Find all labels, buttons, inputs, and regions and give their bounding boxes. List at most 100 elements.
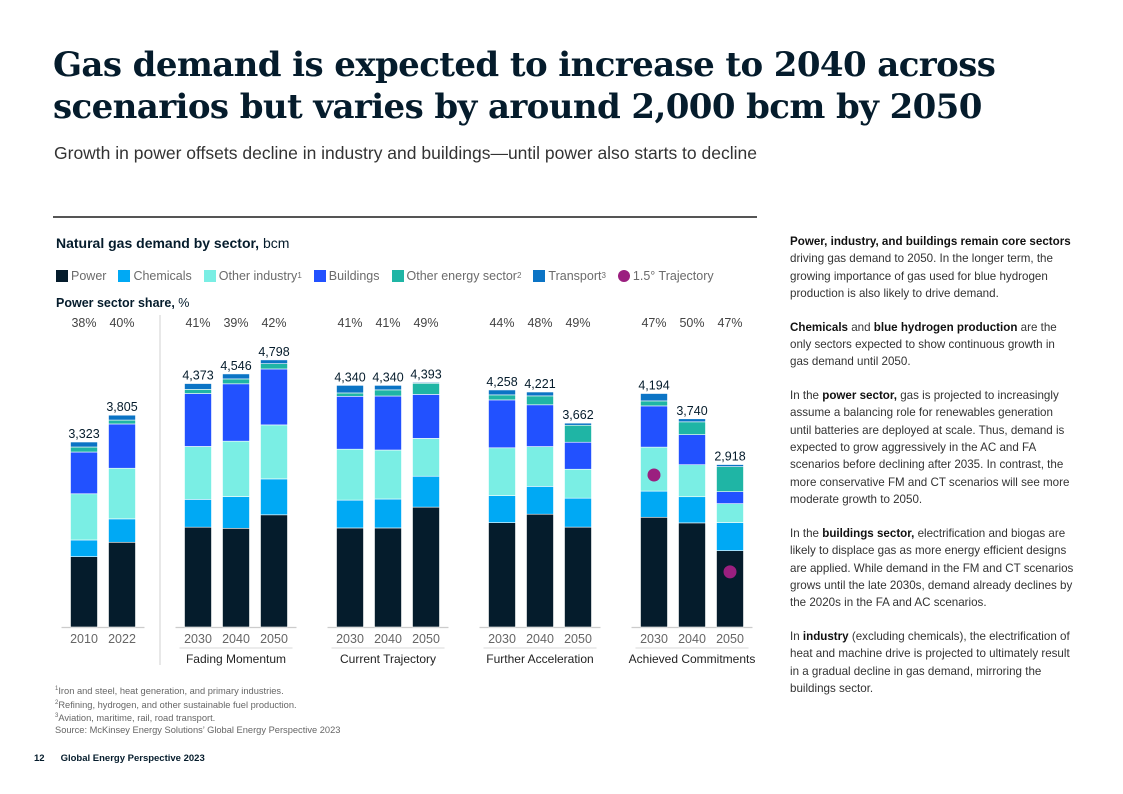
bar-segment-power bbox=[526, 513, 554, 628]
bar-segment-chemicals bbox=[374, 498, 402, 529]
bar-segment-power bbox=[222, 527, 250, 628]
commentary-paragraph: Power, industry, and buildings remain co… bbox=[790, 233, 1075, 303]
bar-segment-other-industry bbox=[108, 467, 136, 520]
bar-total-label: 3,662 bbox=[562, 408, 593, 422]
footnote-marker: 2 bbox=[55, 699, 59, 706]
bar-segment-buildings bbox=[678, 434, 706, 466]
footnote-1: 1Iron and steel, heat generation, and pr… bbox=[55, 684, 340, 698]
bar-total-label: 4,194 bbox=[638, 379, 669, 393]
bar-segment-other-industry bbox=[374, 449, 402, 500]
bar-segment-other-energy bbox=[184, 389, 212, 394]
year-tick-label: 2030 bbox=[640, 632, 668, 646]
footnote-text: Iron and steel, heat generation, and pri… bbox=[58, 686, 284, 697]
legend-item-buildings: Buildings bbox=[313, 269, 380, 283]
legend-swatch bbox=[617, 270, 630, 282]
legend-item-trajectory-15: 1.5° Trajectory bbox=[617, 269, 714, 283]
bar-segment-chemicals bbox=[260, 478, 288, 516]
chart-legend: Power Chemicals Other industry 1 Buildings Ot… bbox=[56, 269, 726, 283]
legend-label: Other industry bbox=[218, 269, 298, 283]
bar-segment-power bbox=[108, 541, 136, 628]
bar-segment-chemicals bbox=[412, 475, 440, 508]
commentary-text: electrification and biogas are likely to… bbox=[790, 526, 1074, 610]
power-share-value: 47% bbox=[641, 316, 666, 330]
commentary-text: (excluding chemicals), the electrificati… bbox=[790, 629, 1070, 695]
bar-segment-other-industry bbox=[70, 493, 98, 541]
bar-total-label: 4,373 bbox=[182, 369, 213, 383]
bar-segment-transport bbox=[374, 385, 402, 391]
commentary-text: In the bbox=[790, 388, 823, 402]
footnote-3: 3Aviation, maritime, rail, road transpor… bbox=[55, 711, 340, 725]
footnote-text: Refining, hydrogen, and other sustainabl… bbox=[58, 699, 297, 710]
footnote-2: 2Refining, hydrogen, and other sustainab… bbox=[55, 698, 340, 712]
power-share-value: 38% bbox=[71, 316, 96, 330]
page-number: 12 bbox=[34, 753, 45, 764]
bar-segment-power bbox=[678, 522, 706, 628]
commentary-emphasis: blue hydrogen production bbox=[873, 320, 1018, 334]
bar-segment-other-energy bbox=[678, 421, 706, 435]
year-tick-label: 2040 bbox=[526, 632, 554, 646]
year-tick-label: 2030 bbox=[336, 632, 364, 646]
power-share-value: 49% bbox=[565, 316, 590, 330]
bar-segment-transport bbox=[640, 393, 668, 402]
bar-segment-chemicals bbox=[678, 496, 706, 524]
power-share-label-main: Power sector share, bbox=[56, 296, 175, 310]
bar-segment-transport bbox=[70, 441, 98, 448]
legend-label: Transport bbox=[548, 269, 602, 283]
bar-segment-other-energy bbox=[526, 395, 554, 406]
bar-total-label: 3,805 bbox=[106, 400, 137, 414]
bar-segment-transport bbox=[222, 373, 250, 380]
bar-segment-buildings bbox=[222, 383, 250, 442]
commentary-text: driving gas demand to 2050. In the longe… bbox=[790, 252, 1053, 301]
bar-segment-other-energy bbox=[488, 394, 516, 401]
bar-segment-buildings bbox=[526, 404, 554, 447]
commentary-emphasis: buildings sector, bbox=[822, 526, 915, 540]
power-share-value: 50% bbox=[679, 316, 704, 330]
bar-segment-other-industry bbox=[678, 464, 706, 498]
year-tick-label: 2050 bbox=[564, 632, 592, 646]
bar-total-label: 4,258 bbox=[486, 375, 517, 389]
bar-segment-other-industry bbox=[412, 438, 440, 477]
year-tick-label: 2010 bbox=[70, 632, 98, 646]
bar-segment-other-energy bbox=[222, 378, 250, 385]
legend-swatch bbox=[56, 270, 68, 282]
bar-segment-power bbox=[640, 516, 668, 628]
page-subtitle: Growth in power offsets decline in indus… bbox=[54, 143, 757, 163]
bar-segment-transport bbox=[526, 391, 554, 397]
year-tick-label: 2022 bbox=[108, 632, 136, 646]
bar-segment-buildings bbox=[260, 368, 288, 426]
commentary-paragraph: In the buildings sector, electrification… bbox=[790, 525, 1075, 612]
footnotes: 1Iron and steel, heat generation, and pr… bbox=[55, 684, 340, 736]
page-title: Gas demand is expected to increase to 20… bbox=[53, 45, 996, 127]
legend-label: 1.5° Trajectory bbox=[632, 269, 714, 283]
bar-segment-buildings bbox=[564, 441, 592, 470]
bar-total-label: 4,546 bbox=[220, 359, 251, 373]
scenario-label: Further Acceleration bbox=[486, 652, 593, 666]
legend-item-transport: Transport 3 bbox=[533, 269, 606, 283]
bar-segment-other-energy bbox=[640, 400, 668, 407]
footnote-text: Aviation, maritime, rail, road transport… bbox=[58, 713, 216, 724]
power-share-value: 41% bbox=[337, 316, 362, 330]
bar-segment-chemicals bbox=[184, 499, 212, 528]
bar-segment-power bbox=[70, 556, 98, 628]
bar-segment-chemicals bbox=[70, 539, 98, 557]
bar-total-label: 4,798 bbox=[258, 345, 289, 359]
bar-segment-chemicals bbox=[488, 495, 516, 523]
stacked-bar-chart: 3,323 38% 2010 3,805 40% 2022 Fading Momentum 4… bbox=[61, 315, 755, 666]
bar-segment-transport bbox=[488, 389, 516, 396]
commentary-text: are the only sectors expected to show co… bbox=[790, 320, 1057, 369]
legend-swatch bbox=[203, 270, 216, 282]
section-divider bbox=[53, 216, 757, 218]
bar-segment-chemicals bbox=[336, 499, 364, 529]
bar-segment-other-energy bbox=[108, 419, 136, 425]
bar-segment-buildings bbox=[640, 405, 668, 448]
legend-swatch bbox=[118, 270, 131, 282]
bar-segment-other-energy bbox=[564, 424, 592, 443]
page-footer: 12 Global Energy Perspective 2023 bbox=[34, 753, 221, 764]
commentary-paragraph: In industry (excluding chemicals), the e… bbox=[790, 628, 1075, 698]
bar-segment-other-industry bbox=[564, 468, 592, 499]
power-share-value: 48% bbox=[527, 316, 552, 330]
bar-segment-buildings bbox=[488, 399, 516, 449]
year-tick-label: 2050 bbox=[716, 632, 744, 646]
bar-segment-other-industry bbox=[526, 446, 554, 487]
legend-swatch bbox=[391, 270, 404, 282]
